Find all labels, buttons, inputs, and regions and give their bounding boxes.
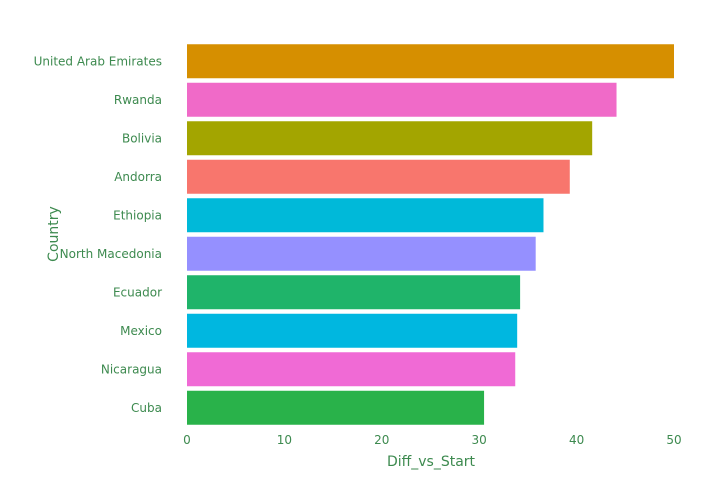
y-tick-label: Cuba (131, 401, 162, 415)
bar-nicaragua[interactable] (187, 352, 516, 387)
bar-mexico[interactable] (187, 313, 518, 348)
bar-north-macedonia[interactable] (187, 236, 536, 271)
bar-rwanda[interactable] (187, 82, 617, 117)
bars-layer (187, 44, 674, 425)
bar-cuba[interactable] (187, 390, 485, 425)
y-tick-label: North Macedonia (60, 247, 162, 261)
bar-united-arab-emirates[interactable] (187, 44, 674, 79)
y-tick-label: Ethiopia (113, 208, 162, 222)
y-axis-title: Country (46, 206, 62, 262)
x-axis-title: Diff_vs_Start (387, 454, 476, 470)
x-tick-label: 20 (374, 433, 389, 447)
x-tick-label: 10 (277, 433, 292, 447)
bar-ecuador[interactable] (187, 275, 521, 310)
y-tick-label: United Arab Emirates (34, 54, 162, 68)
x-tick-label: 0 (183, 433, 191, 447)
y-tick-label: Andorra (114, 170, 162, 184)
y-tick-label: Bolivia (122, 131, 162, 145)
bar-andorra[interactable] (187, 159, 570, 194)
y-tick-label: Mexico (120, 324, 162, 338)
x-tick-label: 30 (472, 433, 487, 447)
y-tick-label: Nicaragua (101, 362, 162, 376)
bar-ethiopia[interactable] (187, 198, 544, 233)
bar-bolivia[interactable] (187, 121, 593, 156)
y-tick-labels: United Arab Emirates Rwanda Bolivia Andorra… (34, 54, 162, 415)
x-tick-label: 40 (569, 433, 584, 447)
y-tick-label: Ecuador (113, 285, 162, 299)
y-tick-label: Rwanda (114, 93, 162, 107)
x-tick-label: 50 (666, 433, 681, 447)
x-tick-labels: 0 10 20 30 40 50 (183, 433, 681, 447)
